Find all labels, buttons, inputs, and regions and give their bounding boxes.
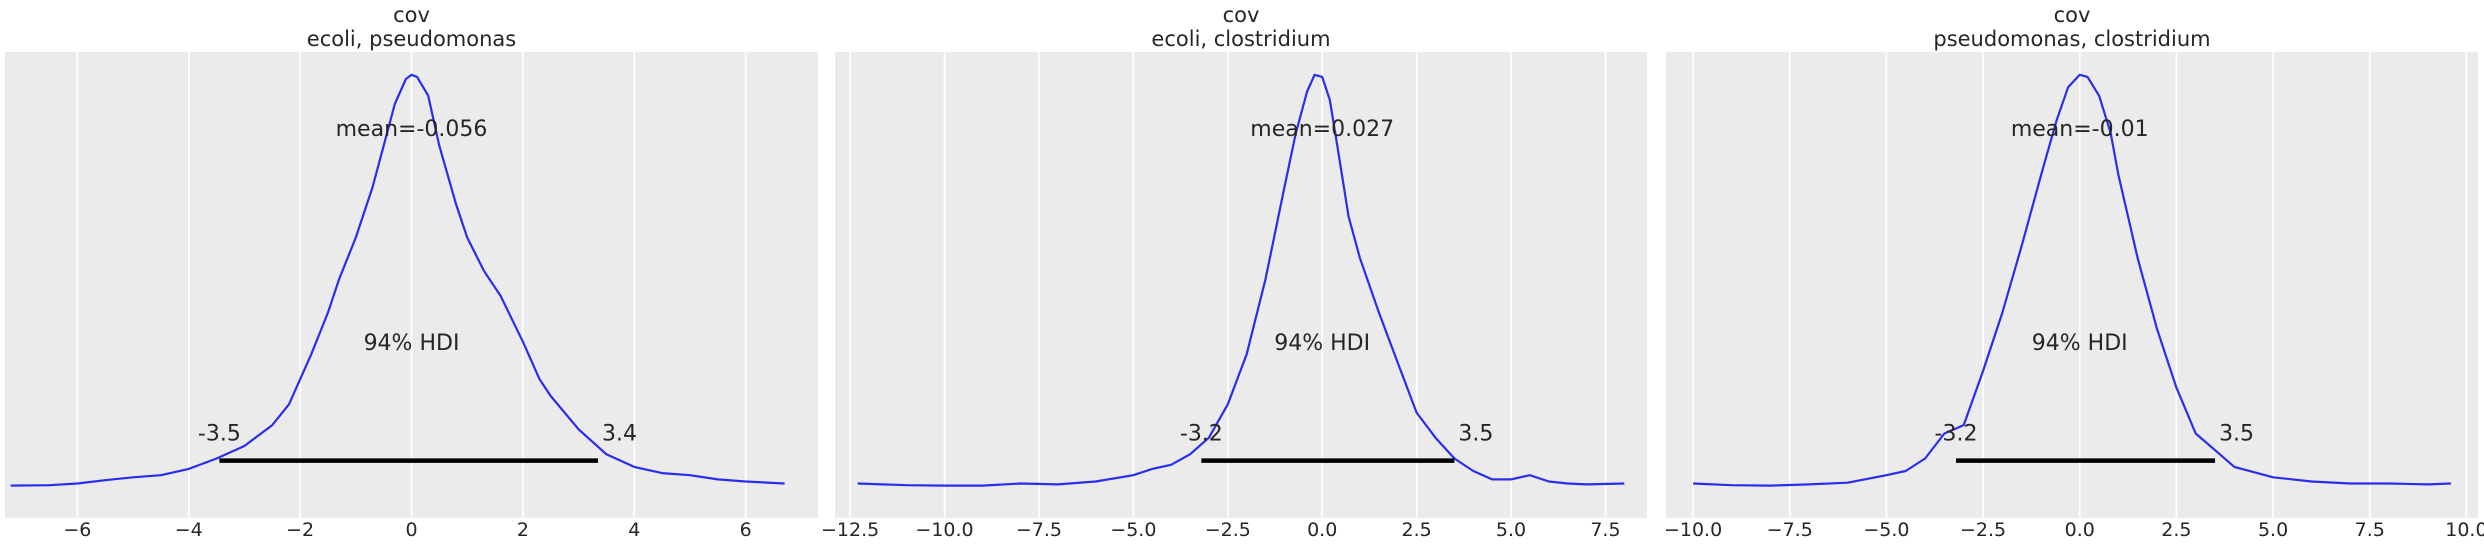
hdi-low-label: -3.5 <box>198 422 241 447</box>
mean-label: mean=-0.01 <box>2011 117 2149 142</box>
x-tick-label: −5.0 <box>1863 519 1909 541</box>
hdi-label: 94% HDI <box>364 331 460 356</box>
panel-title: cov <box>393 3 430 27</box>
hdi-low-label: -3.2 <box>1935 422 1978 447</box>
x-tick-label: 2 <box>517 519 529 541</box>
x-tick-label: −12.5 <box>821 519 879 541</box>
plot-area: −12.5 −10.0 −7.5 −5.0 −2.5 0.0 2.5 5.0 7.5 mean=0… <box>821 52 1647 541</box>
plot-area: −10.0 −7.5 −5.0 −2.5 0.0 2.5 5.0 7.5 10.0 mean=-0… <box>1664 52 2484 541</box>
x-tick-label: −5.0 <box>1110 519 1156 541</box>
density-curve <box>857 73 1625 487</box>
x-tick-label: 0 <box>405 519 417 541</box>
x-tick-label: −2.5 <box>1960 519 2006 541</box>
x-tick-label: 2.5 <box>1402 519 1432 541</box>
x-tick-label: 0.0 <box>2065 519 2095 541</box>
x-tick-label: 7.5 <box>1590 519 1620 541</box>
x-tick-label: −10.0 <box>915 519 973 541</box>
plot-background <box>835 52 1647 518</box>
posterior-panel-2: cov ecoli, clostridium −12.5 −10.0 −7.5 −5.0−… <box>821 0 1647 552</box>
x-tick-label: 0.0 <box>1307 519 1337 541</box>
posterior-panel-3: cov pseudomonas, clostridium −10.0 −7.5 −5.0… <box>1664 0 2484 552</box>
x-tick-label: 5.0 <box>1496 519 1526 541</box>
x-tick-label: 4 <box>628 519 640 541</box>
panel-title: cov <box>1222 3 1260 27</box>
x-tick-label: −4 <box>175 519 203 541</box>
hdi-low-label: -3.2 <box>1180 422 1223 447</box>
panel-subtitle: ecoli, pseudomonas <box>306 27 517 51</box>
panel-subtitle: ecoli, clostridium <box>1151 27 1331 51</box>
x-tick-label: 6 <box>740 519 752 541</box>
x-tick-label: 10.0 <box>2445 519 2484 541</box>
plot-background <box>1666 52 2478 518</box>
x-tick-label: 7.5 <box>2355 519 2385 541</box>
hdi-label: 94% HDI <box>2032 331 2128 356</box>
x-tick-label: −2.5 <box>1205 519 1251 541</box>
hdi-label: 94% HDI <box>1274 331 1370 356</box>
panel-title: cov <box>2053 3 2091 27</box>
hdi-high-label: 3.4 <box>602 422 637 447</box>
x-tick-label: −7.5 <box>1016 519 1062 541</box>
x-tick-label: 5.0 <box>2258 519 2288 541</box>
x-tick-label: 2.5 <box>2161 519 2191 541</box>
plot-area: −6 −4 −2 0 2 4 6 mean=-0.056 94% HDI -3.5 3.4 <box>5 52 818 541</box>
x-tick-label: −2 <box>286 519 314 541</box>
x-tick-label: −10.0 <box>1664 519 1722 541</box>
mean-label: mean=0.027 <box>1250 117 1394 142</box>
density-curve <box>10 73 785 487</box>
hdi-high-label: 3.5 <box>1458 422 1493 447</box>
panel-subtitle: pseudomonas, clostridium <box>1933 27 2211 51</box>
posterior-panel-1: cov ecoli, pseudomonas −6 −4 −2 0 2 4 6 mean=-0.0… <box>5 0 818 552</box>
x-tick-label: −7.5 <box>1767 519 1813 541</box>
density-curve <box>1693 73 2451 487</box>
x-tick-label: −6 <box>63 519 91 541</box>
hdi-high-label: 3.5 <box>2219 422 2254 447</box>
mean-label: mean=-0.056 <box>336 117 488 142</box>
